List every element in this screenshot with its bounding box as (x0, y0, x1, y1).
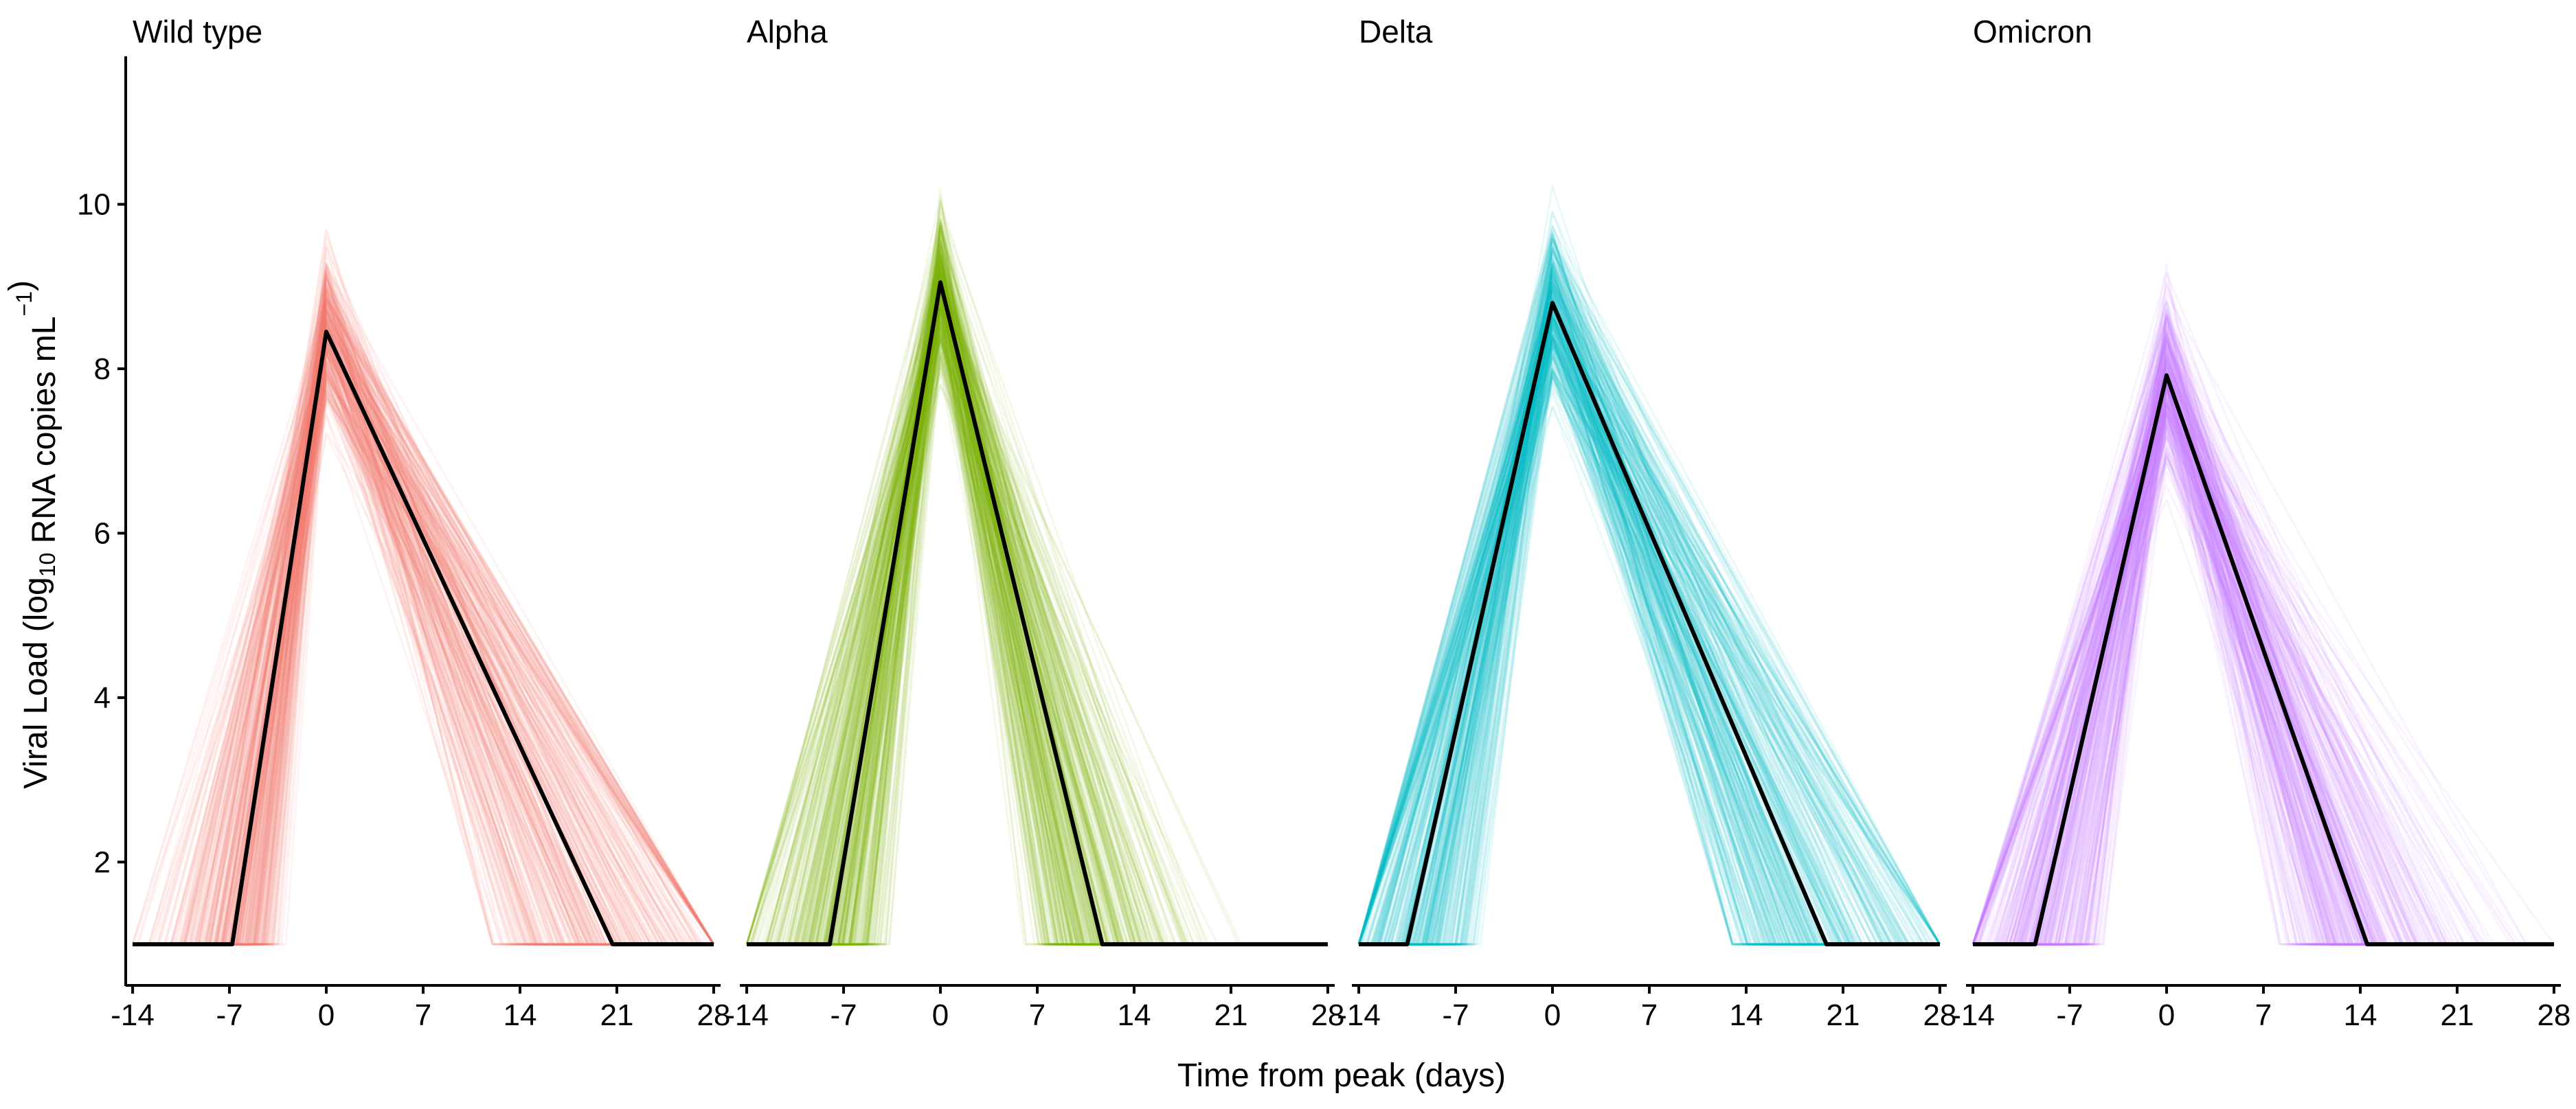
trajectory-line (1359, 370, 1941, 946)
panel-omicron: Omicron -14 -7 0 7 14 21 28 (1951, 14, 2571, 1032)
median-line (1359, 301, 1940, 947)
x-tick-label: 21 (2440, 998, 2474, 1032)
x-tick-label: 7 (2255, 998, 2272, 1032)
x-tick-label: -7 (830, 998, 857, 1032)
y-axis-title: Viral Load (log10 RNA copies mL−1) (3, 280, 63, 789)
median-line (1973, 373, 2554, 947)
trajectory-line (1971, 398, 2555, 945)
x-tick-label: 14 (2344, 998, 2377, 1032)
x-tick-label: 28 (1311, 998, 1344, 1032)
panel-title: Alpha (747, 14, 828, 49)
panel-title: Wild type (133, 14, 262, 49)
trajectory-line (1359, 334, 1940, 946)
x-tick-label: 7 (415, 998, 431, 1032)
x-tick-label: -14 (111, 998, 155, 1032)
x-tick-label: 21 (1826, 998, 1860, 1032)
trajectory-band (745, 188, 1328, 946)
trajectory-line (1359, 277, 1940, 946)
panel-alpha: Alpha -14 -7 0 7 14 21 28 (725, 14, 1344, 1032)
y-tick-label: 8 (94, 352, 111, 386)
panel-delta: Delta -14 -7 0 7 14 21 28 (1337, 14, 1956, 1032)
trajectory-line (1359, 269, 1940, 946)
panel-wild-type: Wild type -14 -7 0 7 14 21 28 (111, 14, 730, 1032)
x-tick-label: 28 (697, 998, 730, 1032)
x-tick-label: 14 (1118, 998, 1151, 1032)
median-line (747, 280, 1328, 947)
trajectory-line (1359, 264, 1940, 946)
y-tick-label: 2 (94, 845, 111, 879)
x-tick-label: 7 (1641, 998, 1658, 1032)
x-tick-label: 0 (2158, 998, 2175, 1032)
panel-title: Delta (1359, 14, 1433, 49)
x-tick-label: 7 (1029, 998, 1046, 1032)
x-tick-label: 14 (504, 998, 537, 1032)
y-tick-label: 10 (77, 188, 111, 222)
x-tick-label: -7 (1442, 998, 1469, 1032)
trajectory-line (1359, 256, 1940, 946)
x-tick-label: 14 (1730, 998, 1763, 1032)
x-tick-label: 28 (2537, 998, 2571, 1032)
trajectory-line (1359, 258, 1940, 946)
trajectory-line (1359, 328, 1940, 946)
trajectory-band (131, 229, 715, 946)
x-tick-label: 21 (600, 998, 633, 1032)
trajectory-line (1359, 285, 1940, 946)
x-tick-label: 0 (932, 998, 949, 1032)
x-tick-label: 21 (1214, 998, 1247, 1032)
x-tick-label: -7 (2056, 998, 2083, 1032)
trajectory-line (1359, 352, 1940, 946)
trajectory-band (1357, 185, 1941, 946)
y-tick-label: 4 (94, 681, 111, 715)
trajectory-line (1357, 341, 1941, 945)
x-tick-label: 0 (1544, 998, 1561, 1032)
x-axis-title: Time from peak (days) (1177, 1057, 1506, 1094)
trajectory-line (1357, 317, 1941, 945)
y-tick-label: 6 (94, 516, 111, 550)
x-tick-label: -14 (1337, 998, 1381, 1032)
x-tick-label: 0 (318, 998, 335, 1032)
trajectory-line (1359, 295, 1940, 946)
x-tick-label: -14 (1951, 998, 1995, 1032)
x-tick-label: 28 (1923, 998, 1956, 1032)
trajectory-line (131, 295, 715, 945)
median-line (133, 330, 714, 947)
x-tick-label: -14 (725, 998, 769, 1032)
trajectory-line (1359, 373, 1941, 946)
panel-title: Omicron (1973, 14, 2092, 49)
x-tick-label: -7 (216, 998, 242, 1032)
